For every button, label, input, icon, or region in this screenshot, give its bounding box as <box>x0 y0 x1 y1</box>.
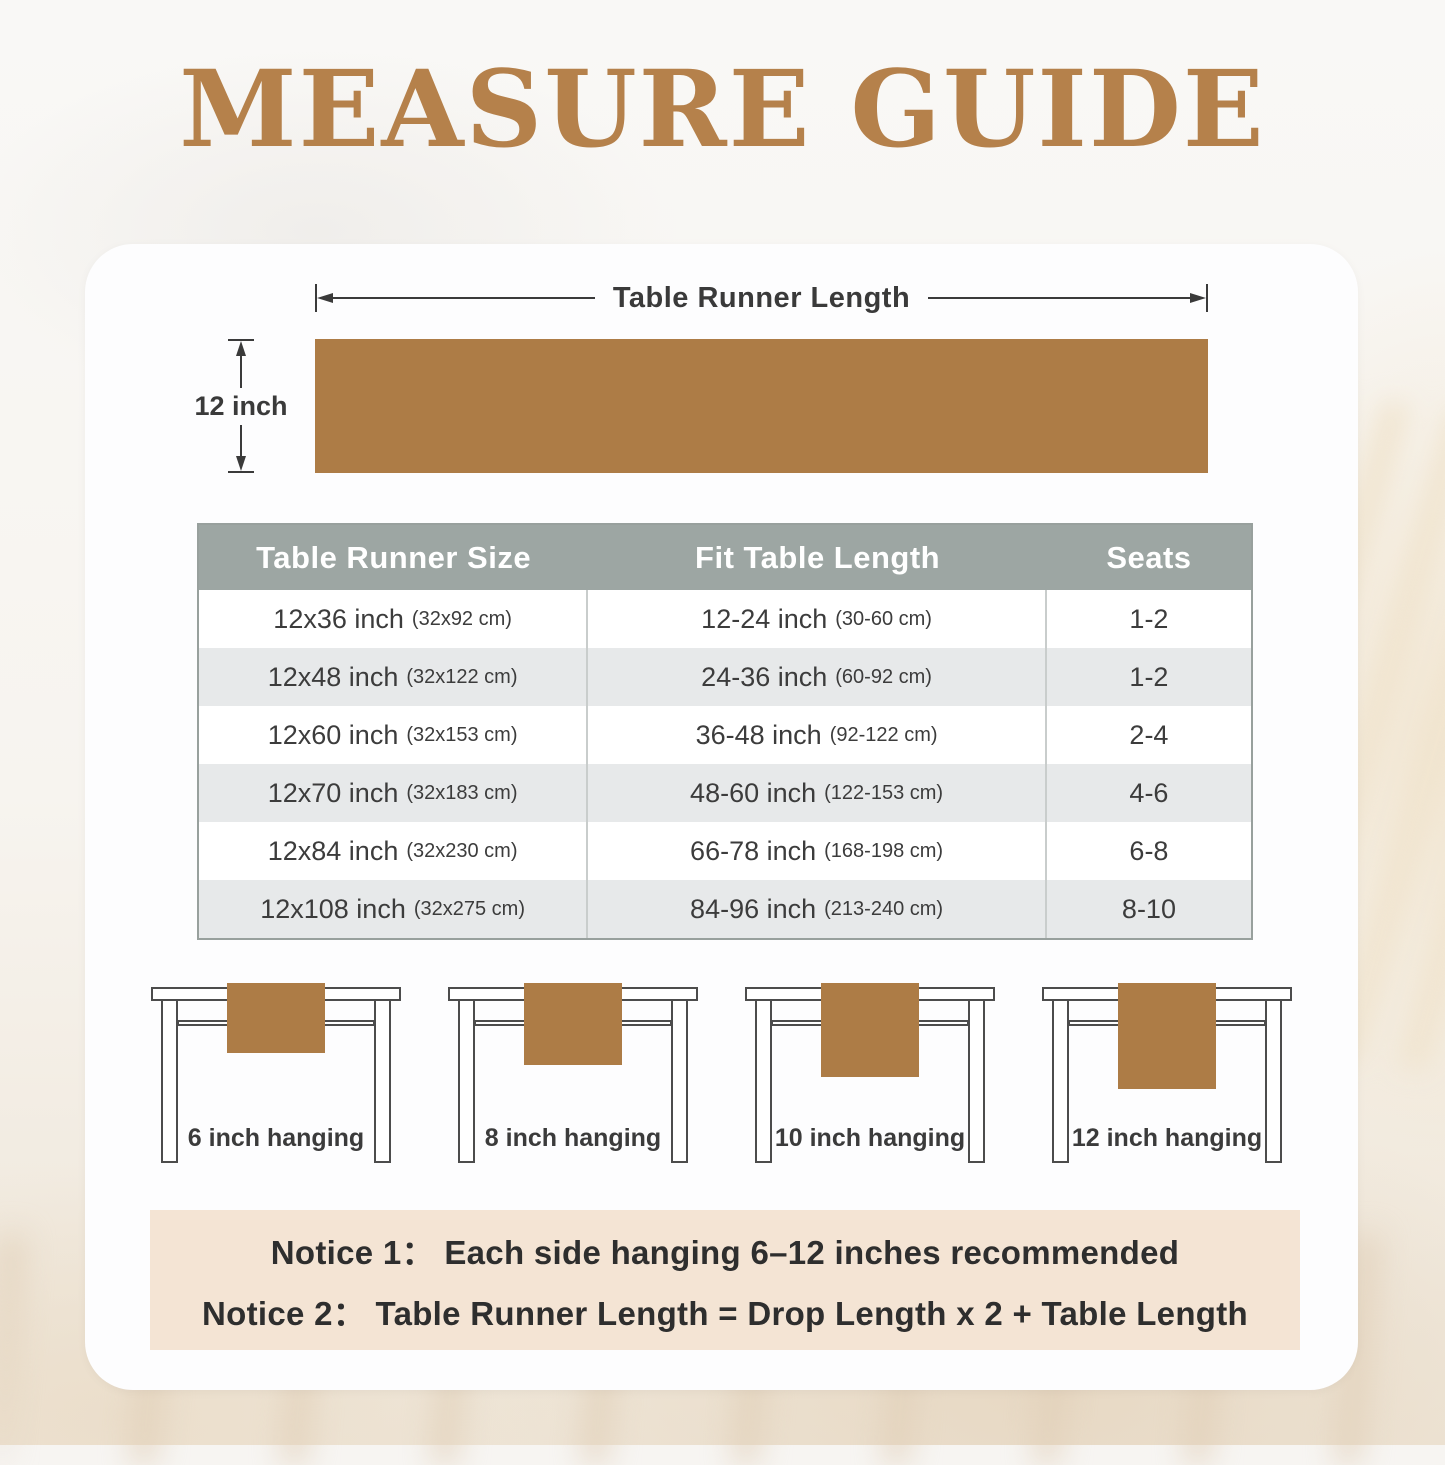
size-cell: 12x84 inch (32x230 cm) <box>199 822 589 880</box>
seats-cell: 2-4 <box>1129 719 1169 750</box>
table-leg <box>1052 999 1069 1163</box>
table-row: 12x70 inch (32x183 cm) 48-60 inch (122-153… <box>199 764 1251 822</box>
arrow-down-icon <box>236 456 246 471</box>
runner-width-arrow: 12 inch <box>194 339 288 473</box>
seats-cell: 4-6 <box>1129 777 1169 808</box>
page-title: MEASURE GUIDE <box>179 46 1266 171</box>
size-cm-value: (32x183 cm) <box>406 781 518 804</box>
size-cell: 12x70 inch (32x183 cm) <box>199 764 589 822</box>
table-row: 12x60 inch (32x153 cm) 36-48 inch (92-122 … <box>199 706 1251 764</box>
seats-cell: 6-8 <box>1129 835 1169 866</box>
column-header-fit-length: Fit Table Length <box>695 539 941 575</box>
fit-cm-value: (122-153 cm) <box>824 781 944 804</box>
seats-cell: 8-10 <box>1121 893 1176 924</box>
size-cell: 12x108 inch (32x275 cm) <box>199 880 589 938</box>
fit-cm-value: (92-122 cm) <box>829 723 938 746</box>
arrow-right-icon <box>1190 293 1207 303</box>
size-cm-value: (32x153 cm) <box>406 723 518 746</box>
table-leg <box>968 999 985 1163</box>
size-cm-value: (32x122 cm) <box>406 665 518 688</box>
fit-value: 12-24 inch <box>701 603 828 634</box>
size-value: 12x70 inch <box>267 777 399 808</box>
fit-cell: 24-36 inch (60-92 cm) <box>588 648 1047 706</box>
notice-box: Notice 1： Each side hanging 6–12 inches … <box>150 1210 1300 1350</box>
measure-guide-card: Table Runner Length 12 inch Table Runner… <box>85 244 1358 1390</box>
runner-width-label: 12 inch <box>194 390 288 421</box>
runner-drape <box>227 983 325 1053</box>
size-value: 12x60 inch <box>267 719 399 750</box>
size-value: 12x36 inch <box>273 603 404 634</box>
size-value: 12x84 inch <box>267 835 399 866</box>
arrow-end-tick <box>228 339 254 341</box>
arrow-end-tick <box>1206 284 1209 312</box>
arrow-line <box>333 297 595 299</box>
table-row: 12x108 inch (32x275 cm) 84-96 inch (213-24… <box>199 880 1251 938</box>
fit-value: 24-36 inch <box>701 661 828 692</box>
notice-2: Notice 2： Table Runner Length = Drop Len… <box>202 1294 1248 1332</box>
runner-drape <box>821 983 919 1077</box>
hanging-label: 6 inch hanging <box>187 1124 365 1152</box>
fit-value: 36-48 inch <box>695 719 822 750</box>
table-leg <box>671 999 688 1163</box>
size-cm-value: (32x230 cm) <box>406 839 518 862</box>
table-leg <box>755 999 772 1163</box>
fit-cell: 12-24 inch (30-60 cm) <box>588 590 1047 648</box>
hanging-figure: 10 inch hanging <box>745 983 995 1188</box>
table-row: 12x48 inch (32x122 cm) 24-36 inch (60-92 c… <box>199 648 1251 706</box>
arrow-left-icon <box>317 293 333 303</box>
arrow-line <box>240 356 242 388</box>
column-header-runner-size: Table Runner Size <box>256 539 532 575</box>
hanging-label: 12 inch hanging <box>1071 1124 1263 1152</box>
arrow-up-icon <box>236 341 246 356</box>
fit-cm-value: (60-92 cm) <box>835 665 932 688</box>
column-header-seats: Seats <box>1106 539 1192 575</box>
hanging-figure: 8 inch hanging <box>448 983 698 1188</box>
seats-cell: 1-2 <box>1129 661 1169 692</box>
fit-cell: 48-60 inch (122-153 cm) <box>588 764 1047 822</box>
size-cell: 12x48 inch (32x122 cm) <box>199 648 589 706</box>
hanging-label: 10 inch hanging <box>774 1124 966 1152</box>
hanging-figure: 6 inch hanging <box>151 983 401 1188</box>
size-cell: 12x36 inch (32x92 cm) <box>199 590 589 648</box>
size-table: Table Runner Size Fit Table Length Seats… <box>197 523 1253 940</box>
seats-cell: 1-2 <box>1129 603 1169 634</box>
hanging-figure: 12 inch hanging <box>1042 983 1292 1188</box>
arrow-line <box>240 424 242 456</box>
table-runner-swatch <box>315 339 1208 473</box>
arrow-end-tick <box>228 471 254 473</box>
table-row: 12x36 inch (32x92 cm) 12-24 inch (30-60 cm… <box>199 590 1251 648</box>
fit-value: 66-78 inch <box>690 835 817 866</box>
hanging-label: 8 inch hanging <box>484 1124 662 1152</box>
size-table-header: Table Runner Size Fit Table Length Seats <box>199 525 1251 590</box>
notice-1: Notice 1： Each side hanging 6–12 inches … <box>270 1233 1180 1271</box>
table-leg <box>161 999 178 1163</box>
fit-cell: 66-78 inch (168-198 cm) <box>588 822 1047 880</box>
size-value: 12x48 inch <box>267 661 399 692</box>
fit-cm-value: (30-60 cm) <box>835 607 932 630</box>
size-value: 12x108 inch <box>260 893 406 924</box>
table-row: 12x84 inch (32x230 cm) 66-78 inch (168-198… <box>199 822 1251 880</box>
table-leg <box>458 999 475 1163</box>
arrow-end-tick <box>315 284 317 312</box>
fit-cell: 84-96 inch (213-240 cm) <box>588 880 1047 938</box>
runner-drape <box>524 983 622 1065</box>
runner-length-label: Table Runner Length <box>612 281 911 314</box>
size-cell: 12x60 inch (32x153 cm) <box>199 706 589 764</box>
fit-cm-value: (213-240 cm) <box>824 897 944 920</box>
arrow-line <box>928 297 1191 299</box>
runner-drape <box>1118 983 1216 1089</box>
fit-cm-value: (168-198 cm) <box>824 839 944 862</box>
hanging-examples-row: 6 inch hanging 8 inch hanging 10 inch ha… <box>85 983 1358 1188</box>
runner-length-arrow: Table Runner Length <box>315 281 1209 314</box>
size-cm-value: (32x275 cm) <box>413 897 525 920</box>
table-leg <box>1265 999 1282 1163</box>
fit-value: 84-96 inch <box>690 893 817 924</box>
size-cm-value: (32x92 cm) <box>411 607 512 630</box>
fit-value: 48-60 inch <box>690 777 817 808</box>
table-leg <box>374 999 391 1163</box>
fit-cell: 36-48 inch (92-122 cm) <box>588 706 1047 764</box>
